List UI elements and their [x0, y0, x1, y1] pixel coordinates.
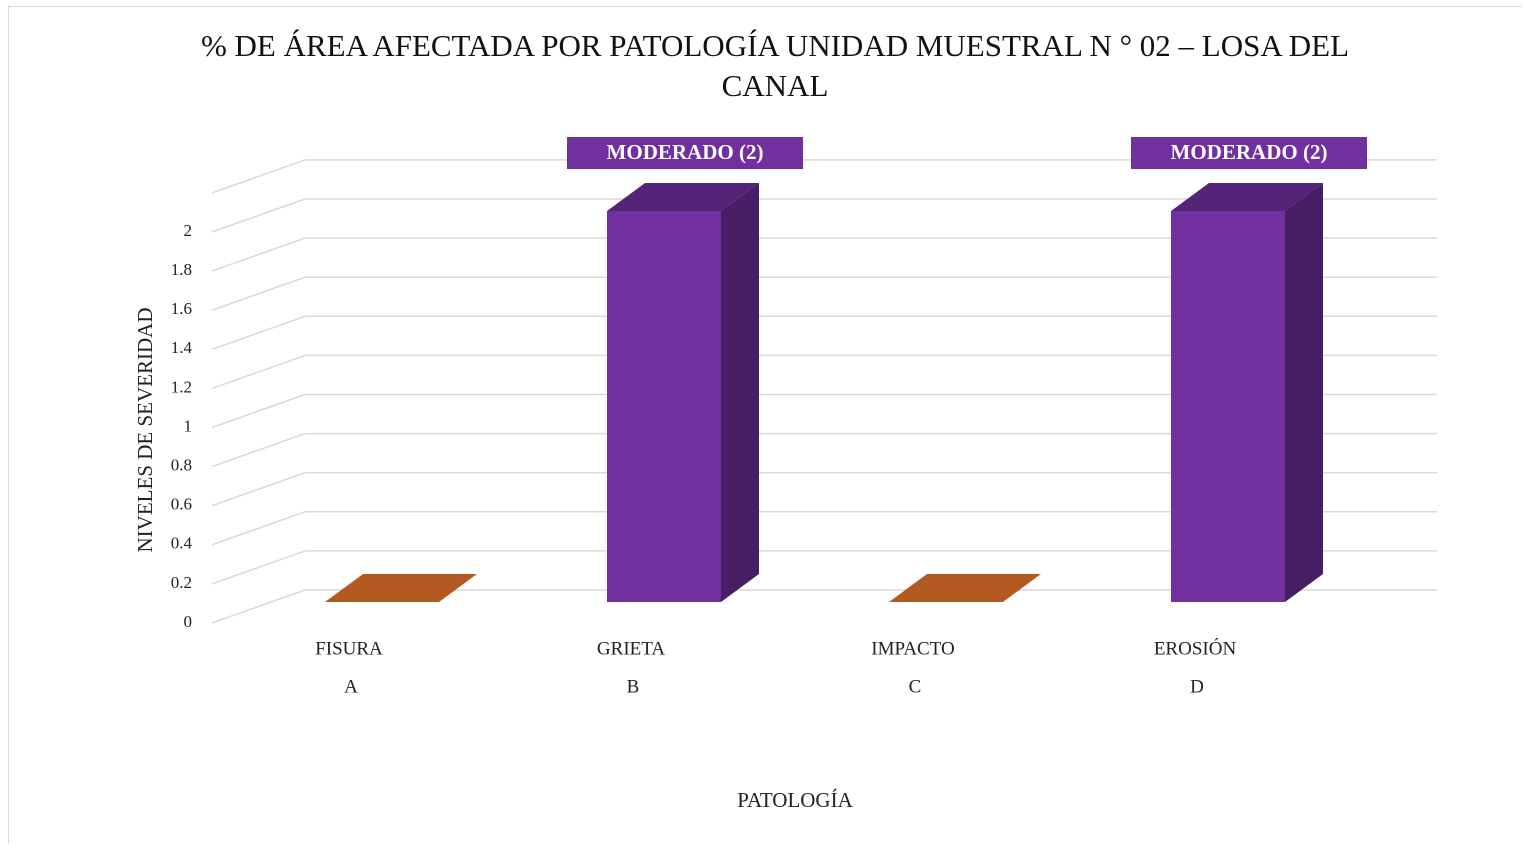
bar-top: [325, 574, 477, 602]
chart-frame: [8, 6, 1522, 844]
grid-line: [211, 550, 306, 585]
grid-line: [211, 198, 306, 233]
value-label: MODERADO (2): [607, 140, 764, 164]
y-tick-label: 1.8: [171, 260, 192, 279]
y-tick-label: 1: [184, 416, 193, 435]
bar: [607, 211, 721, 602]
x-group-label: C: [909, 676, 922, 697]
y-tick-label: 0: [184, 612, 193, 631]
wall-top: [211, 159, 306, 194]
grid-line: [211, 511, 306, 546]
bar-side: [1285, 183, 1323, 602]
grid-line: [211, 237, 306, 272]
y-tick-label: 1.6: [171, 299, 192, 318]
bar: [1171, 211, 1285, 602]
x-tick-label: IMPACTO: [871, 638, 954, 659]
x-tick-label: EROSIÓN: [1154, 637, 1237, 659]
y-tick-label: 0.6: [171, 495, 192, 514]
chart-title: % DE ÁREA AFECTADA POR PATOLOGÍA UNIDAD …: [200, 28, 1350, 103]
y-tick-label: 0.4: [171, 534, 193, 553]
y-axis-label: NIVELES DE SEVERIDAD: [133, 308, 157, 553]
y-tick-label: 2: [184, 221, 193, 240]
y-tick-label: 0.2: [171, 573, 192, 592]
bar-top: [889, 574, 1041, 602]
value-label: MODERADO (2): [1171, 140, 1328, 164]
x-tick-label: FISURA: [315, 638, 383, 659]
bar-top: [1171, 183, 1323, 211]
grid-line: [211, 315, 306, 351]
x-group-label: D: [1190, 676, 1204, 697]
grid-line: [211, 589, 306, 624]
y-tick-label: 1.2: [171, 377, 192, 396]
grid-line: [211, 432, 306, 468]
x-group-label: B: [627, 676, 640, 697]
x-group-label: A: [344, 676, 358, 697]
grid-line: [211, 471, 306, 507]
y-tick-label: 1.4: [171, 338, 193, 357]
bar-top: [607, 183, 759, 211]
x-tick-label: GRIETA: [597, 638, 665, 659]
y-tick-label: 0.8: [171, 456, 192, 475]
bar-side: [721, 183, 759, 602]
value-label-box: [1131, 137, 1367, 169]
x-axis-label: PATOLOGÍA: [737, 788, 853, 812]
grid-line: [211, 393, 306, 429]
grid-line: [211, 276, 306, 311]
grid-line: [211, 354, 306, 390]
value-label-box: [567, 137, 803, 169]
